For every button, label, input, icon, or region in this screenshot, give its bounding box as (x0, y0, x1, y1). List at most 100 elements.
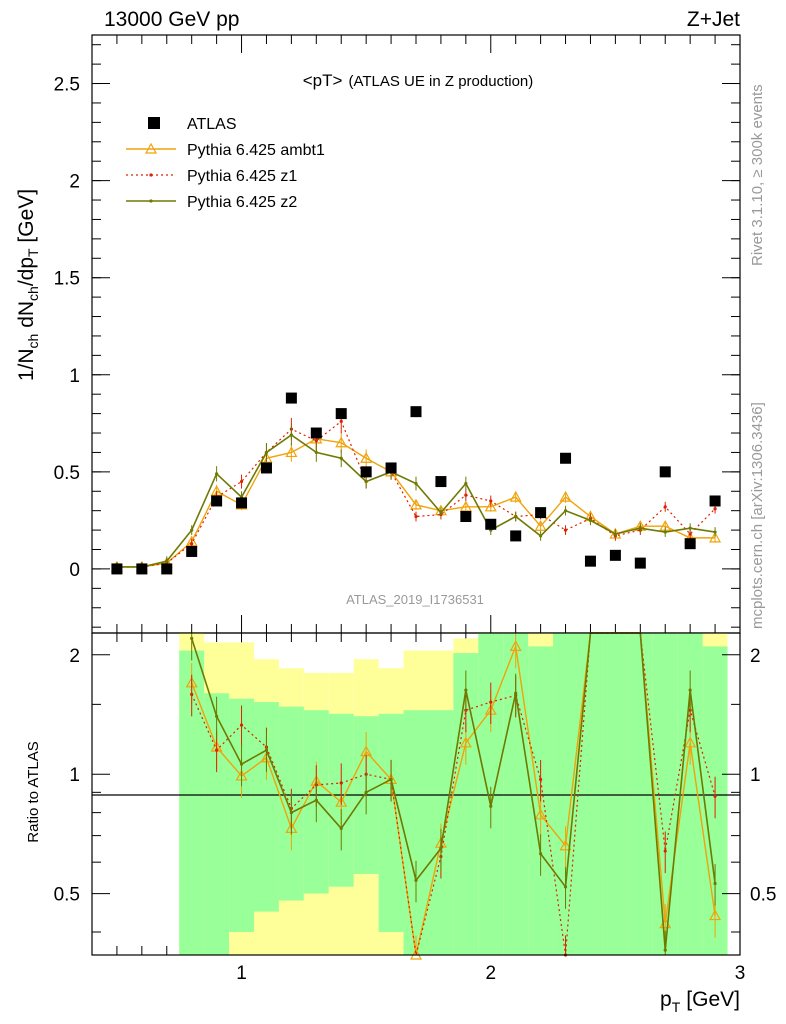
ratio-point-z1 (539, 777, 543, 782)
series-point-z1 (339, 419, 343, 423)
data-point-atlas (634, 557, 646, 569)
series-point-ambt1 (335, 436, 348, 448)
series-point-ambt1 (360, 452, 373, 463)
series-point-z2 (215, 472, 219, 476)
chart-title-main: <pT> (303, 71, 343, 90)
series-point-z2 (539, 534, 543, 538)
series-point-z2 (588, 518, 593, 522)
legend-label-z2: Pythia 6.425 z2 (187, 194, 297, 211)
ratio-frame (91, 632, 741, 956)
ratio-band-outer-low (303, 893, 329, 955)
series-point-z2 (289, 433, 293, 437)
header-left: 13000 GeV pp (104, 8, 239, 31)
data-point-atlas (260, 462, 272, 474)
series-point-ambt1 (709, 531, 722, 543)
ratio-point-z2 (713, 881, 717, 886)
series-point-z1 (190, 542, 194, 546)
ylabel-part-5: /dp (15, 257, 38, 286)
series-point-z2 (439, 511, 443, 515)
data-point-atlas (161, 563, 173, 575)
ratio-tick-label: 2 (69, 646, 80, 667)
ratio-point-z2 (439, 846, 443, 850)
data-point-atlas (360, 466, 372, 478)
series-point-z1 (239, 479, 244, 484)
data-point-atlas (385, 462, 397, 474)
ratio-point-z2 (289, 811, 293, 815)
ratio-point-ambt1 (684, 736, 697, 748)
legend-marker-ambt1 (144, 142, 158, 154)
y-tick-label: 0 (69, 560, 80, 581)
y-tick-label: 1 (69, 366, 80, 387)
analysis-watermark: ATLAS_2019_I1736531 (346, 592, 484, 607)
ylabel-part-3: dN (15, 301, 38, 334)
ratio-band-outer-low (278, 900, 304, 955)
ratio-point-z2 (264, 748, 269, 752)
series-point-z1 (464, 493, 468, 497)
series-point-ambt1 (509, 490, 522, 502)
series-point-ambt1 (559, 490, 572, 502)
data-point-atlas (535, 507, 547, 519)
ylabel-part-6: T (25, 248, 41, 257)
data-point-atlas (485, 518, 497, 530)
series-point-ambt1 (459, 500, 472, 512)
series-point-z2 (414, 481, 418, 486)
ratio-band-inner (602, 633, 628, 955)
legend-label-ambt1: Pythia 6.425 ambt1 (187, 142, 325, 159)
ratio-tick-label: 0.5 (54, 885, 80, 906)
data-point-atlas (584, 555, 596, 567)
ratio-point-z1 (713, 794, 717, 798)
data-point-atlas (186, 545, 198, 557)
series-point-z1 (563, 528, 568, 532)
rivet-version-text: Rivet 3.1.10, ≥ 300k events (749, 84, 766, 266)
data-point-atlas (285, 392, 297, 404)
legend-label-data: ATLAS (187, 116, 237, 133)
ratio-point-z2 (339, 826, 343, 830)
ratio-point-z2 (464, 688, 468, 692)
y-tick-label: 1.5 (54, 269, 80, 290)
legend-marker-z1 (149, 173, 153, 177)
series-line-z1 (116, 420, 716, 568)
data-point-atlas (111, 563, 123, 575)
ratio-point-z2 (489, 804, 493, 808)
series-point-ambt1 (409, 498, 423, 510)
ratio-band-inner (652, 633, 678, 955)
ratio-point-z2 (389, 777, 393, 782)
chart-subtitle: (ATLAS UE in Z production) (348, 73, 533, 90)
ratio-band-inner (578, 633, 603, 955)
ratio-point-z1 (190, 692, 194, 696)
legend: ATLAS Pythia 6.425 ambt1 Pythia 6.425 z1 Py… (126, 116, 325, 211)
data-point-atlas (709, 495, 721, 507)
ratio-point-z2 (215, 714, 219, 718)
ratio-panel: 0.5 0.5 1 1 2 2 (54, 632, 776, 960)
ratio-point-ambt1 (459, 736, 472, 748)
ratio-point-z1 (339, 781, 343, 785)
main-series (110, 392, 722, 575)
data-point-atlas (510, 530, 522, 542)
ratio-point-z2 (364, 790, 368, 794)
series-point-z2 (339, 456, 343, 460)
ratio-point-ambt1 (559, 839, 572, 851)
y-tick-label: 0.5 (54, 463, 80, 484)
ratio-point-ambt1 (534, 808, 547, 820)
ratio-band-inner (378, 713, 404, 933)
ratio-point-z1 (489, 700, 493, 704)
series-point-z1 (713, 507, 717, 511)
series-point-z2 (638, 526, 642, 530)
series-point-z2 (165, 559, 169, 563)
series-point-z2 (688, 526, 692, 530)
ratio-tick-label: 1 (69, 765, 80, 786)
series-point-ambt1 (534, 519, 547, 531)
legend-label-z1: Pythia 6.425 z1 (187, 168, 297, 185)
ratio-band-outer-low (378, 932, 404, 955)
series-point-z1 (314, 439, 318, 443)
data-point-atlas (236, 497, 248, 509)
ylabel-part-1: 1/N (15, 348, 38, 381)
series-point-z2 (314, 450, 318, 455)
series-point-z1 (489, 499, 493, 503)
series-point-z2 (264, 450, 269, 455)
ylabel-part-7: [GeV] (15, 189, 38, 249)
data-point-atlas (136, 563, 148, 575)
series-point-z2 (713, 530, 717, 534)
series-point-z2 (364, 479, 368, 484)
